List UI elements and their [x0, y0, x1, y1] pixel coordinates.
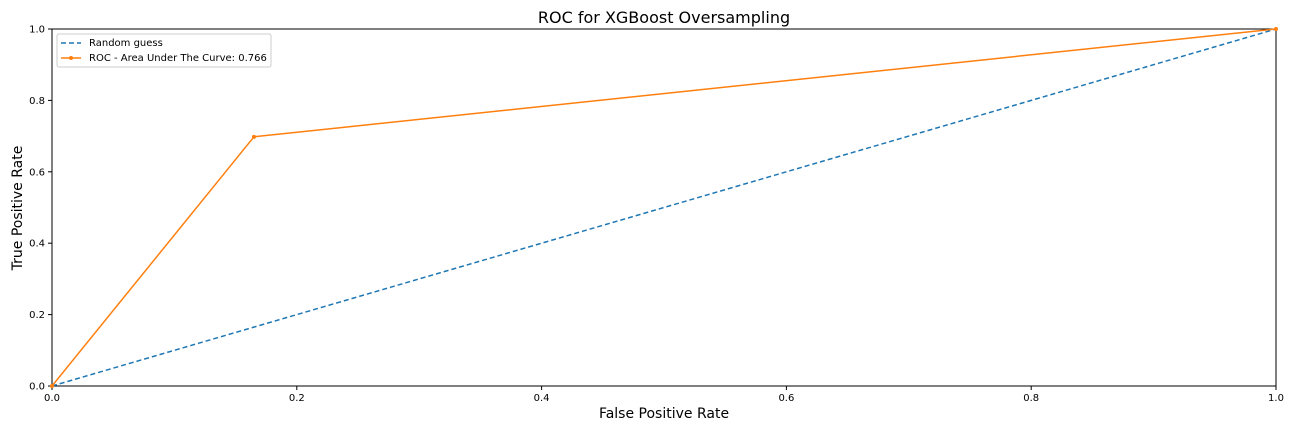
roc-point [1274, 27, 1278, 31]
legend-marker-roc [69, 56, 73, 60]
x-tick-label: 0.0 [44, 393, 60, 404]
x-tick-label: 0.4 [534, 393, 550, 404]
y-tick-label: 0.2 [29, 310, 45, 321]
x-tick-label: 1.0 [1268, 393, 1284, 404]
roc-point [251, 134, 256, 139]
y-tick-label: 0.8 [29, 96, 45, 107]
legend-label-roc: ROC - Area Under The Curve: 0.766 [89, 53, 267, 64]
x-axis-ticks: 0.0 0.2 0.4 0.6 0.8 1.0 [44, 386, 1284, 404]
x-tick-label: 0.6 [778, 393, 794, 404]
roc-point [50, 384, 54, 388]
y-tick-label: 1.0 [29, 25, 45, 36]
y-tick-label: 0.0 [29, 382, 45, 393]
x-axis-title: False Positive Rate [599, 406, 729, 422]
legend-box [56, 33, 272, 68]
legend-label-random-guess: Random guess [89, 38, 163, 49]
chart-title: ROC for XGBoost Oversampling [538, 8, 790, 27]
x-tick-label: 0.2 [289, 393, 305, 404]
series-line-random-guess [51, 28, 1277, 387]
y-axis-ticks: 0.0 0.2 0.4 0.6 0.8 1.0 [29, 25, 52, 393]
y-tick-label: 0.4 [29, 239, 45, 250]
y-axis-title: True Positive Rate [10, 146, 26, 272]
plot-area: 0.0 0.2 0.4 0.6 0.8 1.0 0.0 0.2 0.4 0.6 0.8 1.0 [29, 25, 1284, 405]
legend: Random guess ROC - Area Under The Curve:… [56, 33, 272, 68]
series-layer [50, 27, 1278, 388]
y-tick-label: 0.6 [29, 167, 45, 178]
x-tick-label: 0.8 [1023, 393, 1039, 404]
